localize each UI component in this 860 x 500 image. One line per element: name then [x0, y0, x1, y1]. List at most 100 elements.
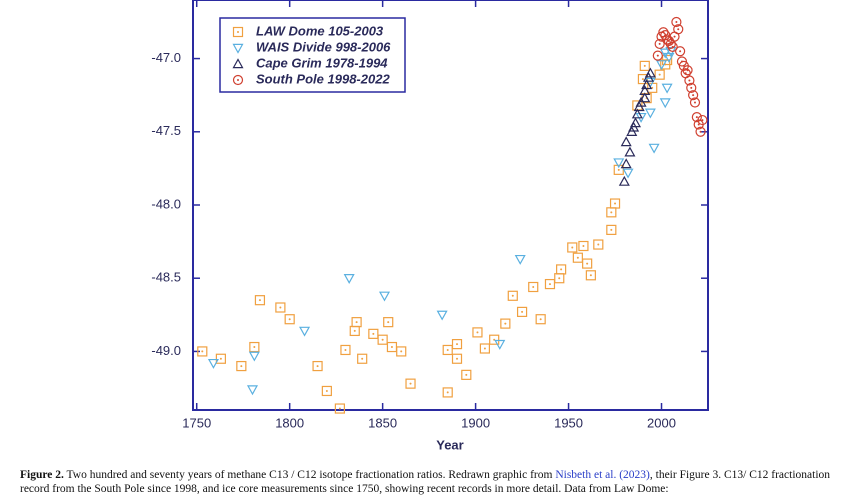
caption-text: Two hundred and seventy years of methane…	[63, 469, 556, 481]
data-point-dot	[456, 343, 459, 346]
data-point-dot	[446, 391, 449, 394]
x-tick-label: 2000	[647, 415, 676, 430]
data-point-dot	[548, 283, 551, 286]
data-point-dot	[656, 54, 659, 57]
data-point	[697, 114, 708, 126]
data-point-dot	[586, 262, 589, 265]
data-point	[609, 198, 621, 209]
data-point	[377, 334, 388, 345]
data-point	[582, 258, 593, 269]
legend-marker	[232, 74, 244, 86]
data-point	[507, 290, 518, 301]
legend-label: LAW Dome 105-2003	[256, 23, 384, 38]
data-point-dot	[539, 318, 542, 321]
legend-marker	[232, 26, 244, 38]
data-point-dot	[614, 202, 617, 205]
caption-text: , their Figure 3. C13/ C12 fractionation…	[20, 469, 831, 495]
x-axis-label: Year	[436, 437, 463, 452]
y-tick-label: -48.0	[151, 196, 181, 211]
data-point-dot	[677, 28, 680, 31]
caption-link[interactable]: Nisbeth et al. (2023)	[555, 469, 650, 481]
data-point	[405, 378, 416, 389]
data-point	[442, 387, 453, 398]
data-point	[659, 98, 671, 109]
data-point-dot	[483, 347, 486, 350]
data-point	[368, 328, 379, 339]
data-point	[682, 65, 693, 76]
data-point	[514, 254, 526, 265]
data-point	[383, 317, 394, 328]
data-point	[585, 270, 596, 281]
data-point-dot	[288, 318, 291, 321]
data-point	[254, 295, 266, 306]
data-point	[312, 360, 323, 372]
data-point	[248, 351, 260, 362]
data-point-dot	[476, 331, 479, 334]
chart: Year 1750 1800 1850 1900 1950 2000 -47.0 -47.5 -…	[151, 0, 709, 452]
data-point	[661, 83, 673, 94]
data-point	[556, 264, 567, 275]
data-point-dot	[511, 294, 514, 297]
data-point	[684, 75, 695, 86]
data-point	[567, 242, 578, 253]
data-point-dot	[361, 357, 364, 360]
data-point	[644, 67, 656, 78]
data-point	[648, 143, 660, 154]
legend-marker-dot	[237, 31, 239, 33]
data-point	[639, 85, 651, 95]
data-point	[436, 310, 448, 321]
legend-marker	[232, 58, 244, 69]
data-point	[620, 136, 632, 147]
data-point	[686, 82, 697, 93]
x-tick-label: 1750	[182, 415, 211, 430]
data-point-dot	[641, 78, 644, 81]
data-point	[215, 353, 226, 364]
data-point-dot	[201, 350, 204, 353]
data-point	[351, 317, 362, 328]
data-point-dot	[673, 35, 676, 38]
data-point-dot	[671, 45, 674, 48]
caption: Figure 2. Two hundred and seventy years …	[20, 468, 845, 496]
y-tick-label: -49.0	[151, 343, 181, 358]
data-point-dot	[582, 245, 585, 247]
data-point	[691, 112, 702, 123]
data-point-dot	[456, 357, 459, 360]
data-point-dot	[390, 346, 393, 349]
data-point-dot	[692, 94, 695, 97]
data-point	[673, 24, 684, 35]
data-point	[472, 327, 483, 338]
data-point-dot	[532, 286, 535, 288]
data-point	[528, 281, 539, 293]
data-point	[343, 274, 355, 284]
data-point-dot	[240, 365, 243, 368]
data-point	[357, 353, 368, 364]
data-point-dot	[409, 382, 412, 385]
data-point-dot	[219, 357, 222, 360]
data-point-dot	[675, 20, 678, 23]
data-point	[479, 343, 490, 354]
data-point-dot	[699, 130, 702, 133]
legend-marker	[232, 43, 244, 54]
data-point	[654, 69, 665, 80]
data-point	[671, 16, 682, 28]
data-point	[378, 291, 391, 302]
legend-marker-dot	[237, 79, 239, 81]
data-point	[334, 403, 345, 414]
data-point	[535, 314, 546, 325]
data-point	[695, 126, 706, 137]
data-point	[489, 334, 500, 345]
data-point	[275, 302, 286, 313]
x-tick-label: 1850	[368, 415, 397, 430]
data-point	[606, 224, 617, 235]
data-point	[652, 50, 663, 61]
data-point	[572, 252, 583, 263]
data-point-dot	[325, 389, 328, 392]
data-point	[654, 38, 665, 50]
data-point	[299, 326, 311, 337]
data-point-dot	[353, 329, 356, 332]
data-point-dot	[521, 310, 524, 313]
data-point	[451, 353, 463, 364]
data-point-dot	[693, 101, 696, 104]
data-point	[624, 146, 636, 157]
data-point-dot	[387, 321, 390, 324]
